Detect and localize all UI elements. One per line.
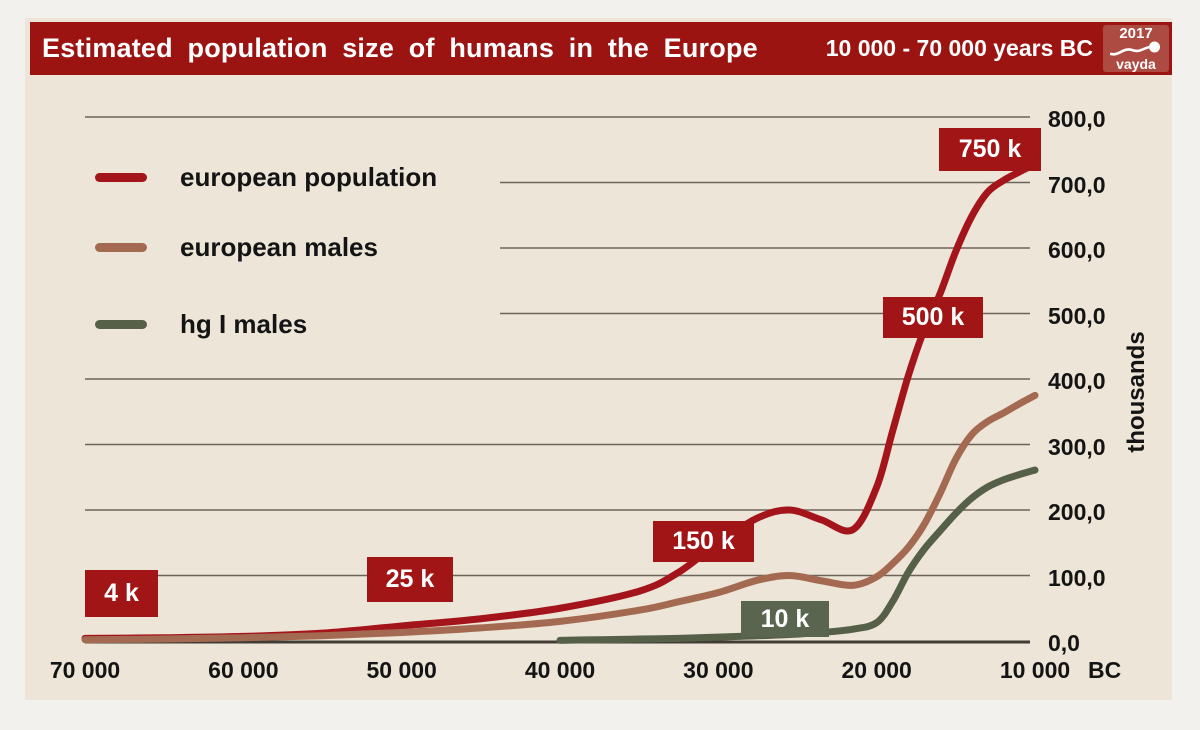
x-tick-10000: 10 000 — [999, 657, 1071, 683]
value-callout-500k: 500 k — [883, 297, 983, 338]
x-axis-bc-label: BC — [1088, 657, 1122, 683]
legend-item-european-population: european population — [95, 160, 437, 194]
y-axis-title: thousands — [1123, 331, 1150, 453]
x-tick-70000: 70 000 — [49, 657, 121, 683]
legend-background — [85, 140, 500, 345]
legend-swatch — [95, 242, 147, 252]
legend-swatch — [95, 319, 147, 329]
value-callout-25k: 25 k — [367, 557, 453, 602]
series-line-european-population — [81, 160, 1039, 642]
y-tick-0: 0,0 — [1048, 630, 1080, 656]
chart-title: Estimated population size of humans in t… — [42, 33, 758, 63]
y-tick-700: 700,0 — [1048, 171, 1106, 198]
y-tick-800: 800,0 — [1048, 106, 1106, 132]
y-tick-100: 100,0 — [1048, 564, 1106, 591]
value-callout-150k: 150 k — [653, 521, 754, 562]
legend-label: european males — [180, 231, 378, 262]
sperm-squiggle-icon — [1110, 41, 1160, 56]
y-tick-300: 300,0 — [1048, 433, 1106, 460]
logo-year: 2017 — [1119, 25, 1153, 42]
x-tick-60000: 60 000 — [208, 657, 279, 683]
legend-label: european population — [180, 161, 438, 192]
x-tick-50000: 50 000 — [366, 657, 437, 683]
value-callout-10k: 10 k — [741, 601, 829, 637]
series-line-european-males — [81, 391, 1039, 644]
y-tick-600: 600,0 — [1048, 237, 1106, 263]
series-line-hg-I-males — [556, 466, 1039, 644]
legend-swatch — [95, 172, 147, 182]
legend-label: hg I males — [180, 308, 308, 339]
x-tick-30000: 30 000 — [683, 657, 754, 683]
x-tick-40000: 40 000 — [524, 657, 596, 683]
legend-item-hg-I-males: hg I males — [95, 307, 307, 341]
y-tick-500: 500,0 — [1048, 302, 1106, 329]
value-callout-750k: 750 k — [939, 128, 1041, 171]
x-tick-20000: 20 000 — [841, 657, 912, 683]
y-tick-200: 200,0 — [1048, 499, 1106, 525]
logo-brand: vayda — [1116, 56, 1156, 72]
value-callout-4k: 4 k — [85, 570, 158, 617]
chart-subtitle: 10 000 - 70 000 years BC — [825, 35, 1093, 61]
legend-item-european-males: european males — [95, 230, 378, 264]
y-tick-400: 400,0 — [1048, 368, 1106, 394]
vayda-logo: 2017 vayda — [1103, 25, 1169, 72]
title-bar: Estimated population size of humans in t… — [30, 22, 1172, 75]
